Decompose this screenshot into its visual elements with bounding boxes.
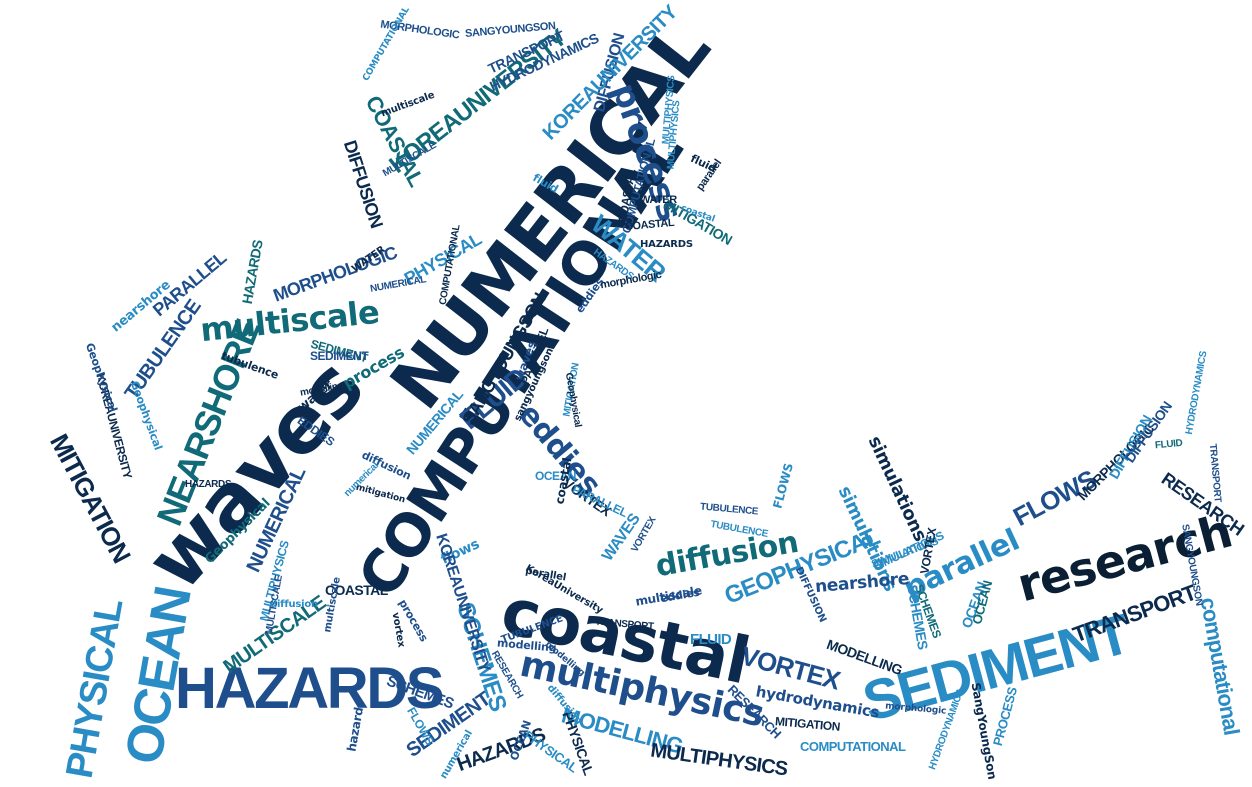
cloud-word: COASTAL [325, 582, 388, 598]
cloud-word: mitigation [354, 482, 407, 506]
cloud-word: DIFFUSION [339, 137, 387, 231]
cloud-word: HYDRODYNAMICS [1183, 350, 1210, 436]
cloud-word: NUMERICAL [369, 274, 427, 295]
cloud-word: HAZARDS [238, 238, 266, 306]
cloud-word: computational [1195, 595, 1245, 737]
cloud-word: HAZARDS [640, 239, 693, 250]
cloud-word: HAZARDS [185, 479, 232, 490]
cloud-word: diffusion [270, 599, 318, 610]
cloud-word: HAZARDS [175, 656, 445, 721]
cloud-word: nearshore [814, 568, 910, 598]
cloud-word: COMPUTATIONAL [361, 5, 412, 84]
cloud-word: research [1011, 503, 1238, 613]
cloud-word: OCEAN [114, 583, 203, 769]
cloud-word: FLOWS [770, 461, 796, 511]
cloud-word: COASTAL [624, 216, 675, 234]
cloud-word: FLUID [690, 631, 732, 648]
cloud-word: SEDIMENT [310, 349, 369, 363]
cloud-word: TRANSPORT [1206, 443, 1223, 503]
cloud-word: TUBULENCE [699, 501, 759, 518]
cloud-word: multiscale [198, 292, 381, 350]
cloud-word: FLUID [1154, 437, 1183, 452]
cloud-word: COMPUTATIONAL [800, 739, 906, 754]
cloud-word: OCEAN [535, 469, 576, 483]
cloud-word: WATER [640, 194, 677, 206]
cloud-word: MULTIPHYSICS [649, 739, 789, 781]
cloud-word: multiscale [379, 89, 437, 120]
